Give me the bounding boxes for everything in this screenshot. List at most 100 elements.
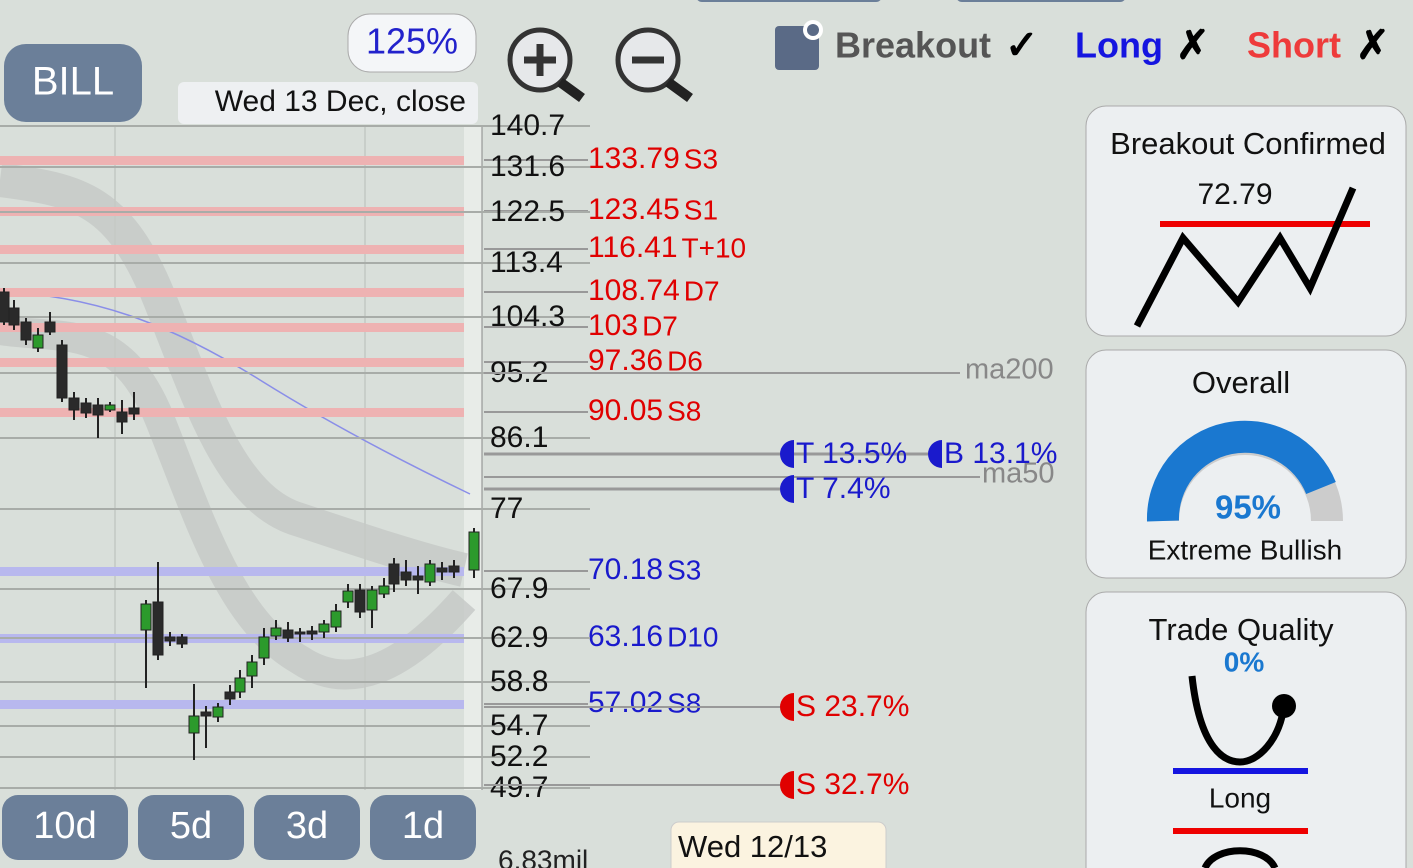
candle-body <box>176 636 188 645</box>
period-button[interactable] <box>254 795 360 860</box>
panel-value: 72.79 <box>1197 178 1272 211</box>
gauge-value: 95% <box>1215 489 1281 526</box>
candle-body <box>80 402 92 414</box>
period-button[interactable] <box>2 795 128 860</box>
quality-dot <box>1272 694 1296 718</box>
level-price: 57.02 <box>588 686 663 719</box>
candle <box>468 528 480 578</box>
tooltip <box>670 821 887 868</box>
price-tick: 104.3 <box>490 300 565 333</box>
candle-body <box>342 590 354 603</box>
zoom-box[interactable] <box>347 13 477 73</box>
date-box <box>178 82 478 124</box>
price-tick: 77 <box>490 492 523 525</box>
ma-label: ma200 <box>965 354 1054 386</box>
price-tick: 131.6 <box>490 150 565 183</box>
candle-body <box>32 334 44 349</box>
signal-mark: ✓ <box>1005 24 1039 68</box>
signal-label: Short <box>1247 25 1341 66</box>
signal-mark: ✗ <box>1176 24 1210 68</box>
gauge-fill <box>1146 420 1336 522</box>
volume: 6.83mil <box>498 844 588 868</box>
candle <box>104 402 116 412</box>
candle-body <box>270 627 282 637</box>
candle <box>412 566 424 594</box>
zoom-out[interactable] <box>615 27 693 103</box>
target-marker <box>780 440 794 468</box>
tab[interactable] <box>696 0 882 2</box>
candle <box>140 600 152 688</box>
level-band <box>0 323 464 332</box>
candle-body <box>354 589 366 613</box>
signal-label: Long <box>1075 25 1163 66</box>
candle-body <box>8 307 20 326</box>
quality-curve <box>1201 847 1279 868</box>
level-tag: S3 <box>684 143 718 174</box>
candle <box>68 392 80 420</box>
axis-strip <box>464 126 482 790</box>
target-marker <box>928 440 942 468</box>
ma-line <box>0 291 471 495</box>
candle-body <box>164 636 176 642</box>
price-tick: 67.9 <box>490 572 548 605</box>
period-button[interactable] <box>370 795 476 860</box>
candle-body <box>388 563 400 585</box>
target-label: T 7.4% <box>796 472 891 505</box>
candle <box>318 620 330 638</box>
candle-body <box>468 531 480 571</box>
candle <box>8 300 20 330</box>
level-band <box>0 567 464 576</box>
period-label: 3d <box>286 805 328 847</box>
price-tick: 52.2 <box>490 740 548 773</box>
candle <box>20 318 32 345</box>
level-price: 108.74 <box>588 274 680 307</box>
candle <box>234 670 246 698</box>
candle <box>0 288 10 325</box>
candle <box>424 560 436 586</box>
ticker-button[interactable] <box>4 44 142 122</box>
candle <box>378 578 390 598</box>
candle-body <box>412 575 424 581</box>
target-label: T 13.5% <box>796 437 907 470</box>
candle <box>188 684 200 760</box>
level-band <box>0 156 464 165</box>
candle-body <box>188 715 200 734</box>
period-button[interactable] <box>138 795 244 860</box>
zoom-in[interactable] <box>507 27 585 103</box>
candle-body <box>306 630 318 635</box>
level-price: 97.36 <box>588 344 663 377</box>
candle <box>258 628 270 665</box>
level-price: 90.05 <box>588 394 663 427</box>
candle <box>56 340 68 402</box>
candle-body <box>436 567 448 573</box>
candle-body <box>400 571 412 581</box>
candle-body <box>282 629 294 639</box>
level-tag: D7 <box>642 310 678 341</box>
level-price: 63.16 <box>588 620 663 653</box>
quality-value: 0% <box>1224 646 1265 677</box>
candle <box>44 312 56 335</box>
zoom: 125% <box>366 21 458 62</box>
level-tag: D10 <box>667 621 718 652</box>
candle <box>342 584 354 608</box>
quality-label: Long <box>1209 782 1271 813</box>
candle-body <box>224 691 236 700</box>
level-price: 70.18 <box>588 553 663 586</box>
band <box>0 163 468 587</box>
candle <box>176 634 188 648</box>
target-marker <box>780 693 794 721</box>
period-label: 1d <box>402 805 444 847</box>
candle-body <box>200 711 212 717</box>
level-price: 116.41 <box>588 231 678 264</box>
candle <box>92 398 104 438</box>
target-label: S 32.7% <box>796 768 909 801</box>
ma-label: ma50 <box>982 458 1055 490</box>
candle <box>388 558 400 592</box>
date: Wed 13 Dec, close <box>215 85 466 118</box>
candle <box>354 584 366 618</box>
candle-body <box>92 404 104 416</box>
candle <box>436 562 448 580</box>
level-tag: S1 <box>684 194 718 225</box>
tab[interactable] <box>956 0 1126 2</box>
